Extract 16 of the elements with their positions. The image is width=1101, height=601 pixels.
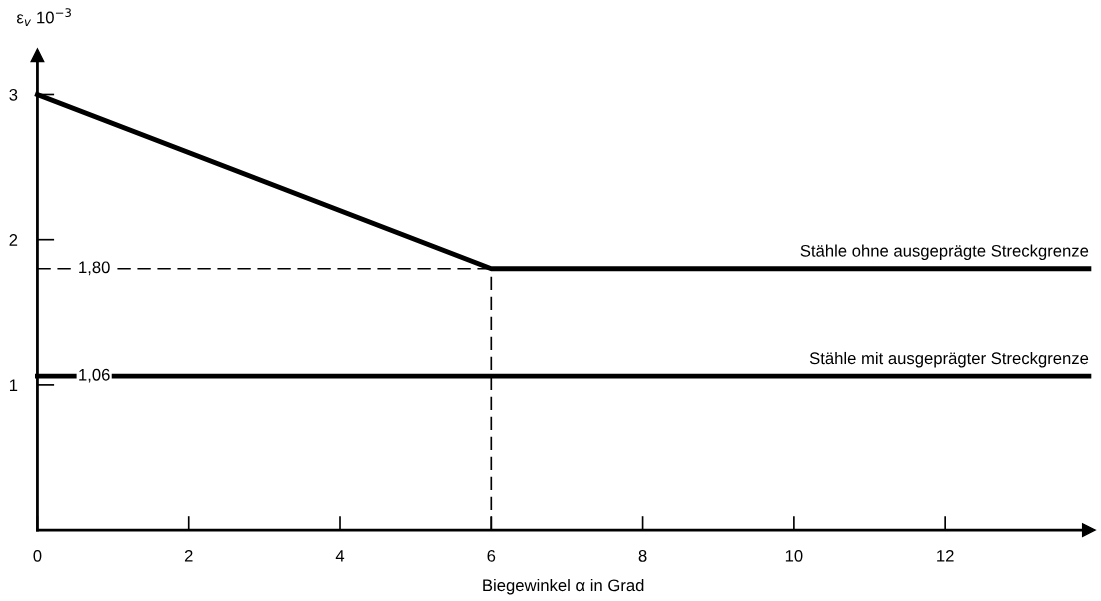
y-tick-label: 1 bbox=[9, 379, 18, 391]
x-tick-label: 10 bbox=[785, 549, 803, 562]
y-tick-label: 2 bbox=[9, 234, 18, 246]
x-tick-label: 0 bbox=[33, 549, 42, 562]
series-label: Stähle mit ausgeprägter Streckgrenze bbox=[809, 351, 1089, 368]
x-tick-label: 6 bbox=[487, 549, 496, 562]
x-tick-label: 4 bbox=[335, 550, 345, 562]
x-tick-label: 12 bbox=[937, 549, 954, 562]
y-tick-label: 3 bbox=[9, 88, 18, 101]
x-axis-title: Biegewinkel α in Grad bbox=[483, 578, 644, 595]
annotation: 1,06 bbox=[79, 368, 110, 383]
x-tick-label: 2 bbox=[184, 549, 193, 562]
x-tick-label: 8 bbox=[638, 549, 647, 562]
annotation: 1,80 bbox=[79, 261, 110, 276]
y-axis-title: ε$_{v}$ 10$^{−3}$ bbox=[16, 8, 71, 26]
series-label: Stähle ohne ausgeprägte Streckgrenze bbox=[800, 244, 1089, 261]
